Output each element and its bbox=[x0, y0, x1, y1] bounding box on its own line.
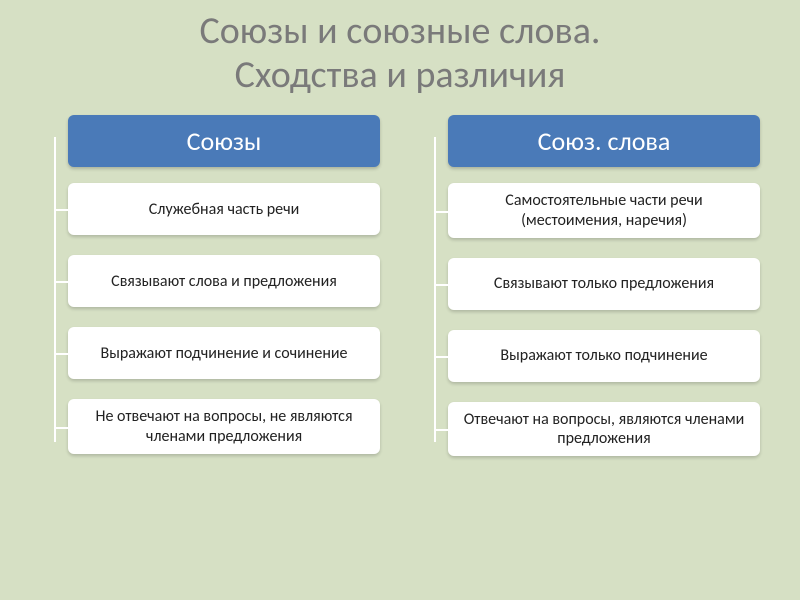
item-box: Самостоятельные части речи (местоимения,… bbox=[448, 183, 760, 237]
column-right: Союз. слова Самостоятельные части речи (… bbox=[420, 115, 760, 476]
item-text: Связывают только предложения bbox=[494, 274, 714, 293]
columns-container: Союзы Служебная часть речи Связывают сло… bbox=[0, 115, 800, 476]
list-item: Не отвечают на вопросы, не являются член… bbox=[40, 399, 380, 453]
item-text: Служебная часть речи bbox=[149, 200, 299, 219]
header-label: Союз. слова bbox=[538, 125, 671, 157]
list-item: Отвечают на вопросы, являются членами пр… bbox=[420, 402, 760, 456]
item-box: Выражают только подчинение bbox=[448, 330, 760, 382]
item-text: Выражают только подчинение bbox=[500, 346, 707, 365]
list-item: Выражают подчинение и сочинение bbox=[40, 327, 380, 379]
item-box: Служебная часть речи bbox=[68, 183, 380, 235]
item-text: Самостоятельные части речи (местоимения,… bbox=[460, 191, 748, 229]
item-box: Выражают подчинение и сочинение bbox=[68, 327, 380, 379]
items-list: Служебная часть речи Связывают слова и п… bbox=[40, 183, 380, 453]
page-title: Союзы и союзные слова. Сходства и различ… bbox=[0, 0, 800, 97]
list-item: Служебная часть речи bbox=[40, 183, 380, 235]
header-label: Союзы bbox=[187, 125, 262, 157]
item-box: Не отвечают на вопросы, не являются член… bbox=[68, 399, 380, 453]
column-header-soyuz-slova: Союз. слова bbox=[448, 115, 760, 167]
items-list: Самостоятельные части речи (местоимения,… bbox=[420, 183, 760, 456]
list-item: Выражают только подчинение bbox=[420, 330, 760, 382]
title-line-1: Союзы и союзные слова. bbox=[199, 8, 600, 54]
item-text: Выражают подчинение и сочинение bbox=[101, 344, 348, 363]
item-box: Отвечают на вопросы, являются членами пр… bbox=[448, 402, 760, 456]
list-item: Самостоятельные части речи (местоимения,… bbox=[420, 183, 760, 237]
item-box: Связывают слова и предложения bbox=[68, 255, 380, 307]
list-item: Связывают только предложения bbox=[420, 258, 760, 310]
title-line-2: Сходства и различия bbox=[235, 52, 566, 98]
item-text: Связывают слова и предложения bbox=[111, 272, 337, 291]
item-box: Связывают только предложения bbox=[448, 258, 760, 310]
item-text: Отвечают на вопросы, являются членами пр… bbox=[460, 410, 748, 448]
column-left: Союзы Служебная часть речи Связывают сло… bbox=[40, 115, 380, 476]
list-item: Связывают слова и предложения bbox=[40, 255, 380, 307]
item-text: Не отвечают на вопросы, не являются член… bbox=[80, 407, 368, 445]
column-header-soyuzy: Союзы bbox=[68, 115, 380, 167]
